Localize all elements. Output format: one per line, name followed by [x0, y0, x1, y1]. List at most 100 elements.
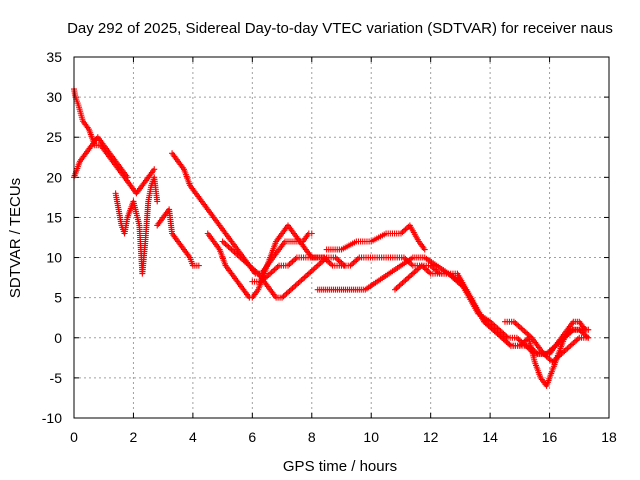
data-point — [328, 261, 335, 268]
data-point — [485, 322, 492, 329]
y-axis-label: SDTVAR / TECUs — [7, 178, 24, 298]
series-trace-i — [323, 222, 428, 253]
data-point — [515, 322, 522, 329]
y-tick-label: 35 — [46, 49, 62, 65]
data-point — [415, 265, 422, 272]
data-point — [271, 266, 278, 273]
data-point — [513, 321, 520, 328]
data-point — [426, 269, 433, 276]
data-point — [585, 334, 592, 341]
series-trace-f — [204, 222, 330, 301]
data-point — [403, 225, 410, 232]
data-point — [402, 277, 409, 284]
data-point — [219, 238, 226, 245]
data-point — [280, 293, 287, 300]
data-point — [491, 328, 498, 335]
data-point — [522, 337, 529, 344]
data-point — [421, 246, 428, 253]
data-point — [527, 333, 534, 340]
data-point — [304, 271, 311, 278]
axis-ticks — [73, 56, 610, 419]
data-point — [516, 324, 523, 331]
series-trace-c — [112, 174, 161, 277]
data-point — [124, 174, 131, 181]
data-point — [270, 267, 277, 274]
y-tick-label: 0 — [54, 330, 62, 346]
data-point — [317, 259, 324, 266]
data-point — [518, 325, 525, 332]
data-point — [494, 325, 501, 332]
data-point — [287, 286, 294, 293]
data-point — [562, 346, 569, 353]
data-point — [285, 289, 291, 296]
series-trace-d — [154, 206, 202, 269]
data-point — [337, 258, 344, 265]
data-point — [421, 265, 428, 272]
data-point — [310, 266, 317, 273]
series-trace-a — [71, 86, 158, 197]
data-point — [290, 257, 297, 264]
x-tick-label: 10 — [363, 429, 379, 445]
data-point — [151, 166, 158, 173]
data-point — [570, 340, 577, 347]
data-point — [512, 320, 519, 327]
x-tick-label: 4 — [189, 429, 197, 445]
data-point — [354, 255, 361, 262]
x-tick-label: 18 — [601, 429, 617, 445]
data-point — [497, 333, 504, 340]
data-point — [497, 328, 504, 335]
data-point — [154, 198, 161, 205]
data-point — [282, 291, 289, 298]
data-point — [221, 239, 228, 246]
y-tick-label: 20 — [46, 169, 62, 185]
data-point — [314, 262, 321, 269]
data-point — [493, 324, 500, 331]
data-point — [406, 273, 413, 280]
data-point — [293, 281, 300, 288]
data-point — [222, 241, 229, 248]
y-tick-label: -5 — [50, 370, 63, 386]
x-tick-label: 16 — [542, 429, 558, 445]
data-point — [316, 261, 323, 268]
y-tick-label: 30 — [46, 89, 62, 105]
data-point — [339, 261, 346, 268]
data-point — [268, 269, 275, 276]
data-point — [424, 267, 431, 274]
data-point — [565, 344, 572, 351]
data-point — [567, 342, 574, 349]
data-point — [302, 273, 309, 280]
data-point — [571, 338, 578, 345]
data-point — [519, 326, 526, 333]
y-tick-label: 15 — [46, 209, 62, 225]
series-trace-b — [71, 134, 131, 181]
data-point — [396, 282, 403, 289]
y-tick-label: 5 — [54, 290, 62, 306]
data-point — [409, 270, 416, 277]
data-point — [290, 283, 297, 290]
data-point — [292, 255, 299, 262]
data-point — [393, 285, 400, 292]
x-axis-label: GPS time / hours — [283, 458, 397, 475]
data-point — [289, 258, 296, 265]
data-point — [295, 279, 302, 286]
grid-lines — [74, 57, 609, 418]
data-point — [501, 332, 508, 339]
data-point — [499, 329, 505, 336]
data-point — [267, 270, 274, 277]
data-point — [521, 328, 528, 335]
data-point — [516, 337, 523, 344]
series-trace-l — [501, 318, 592, 357]
data-points — [71, 86, 592, 389]
data-point — [568, 341, 575, 348]
data-point — [394, 283, 401, 290]
data-point — [583, 333, 590, 340]
data-point — [351, 258, 358, 265]
data-point — [546, 356, 553, 363]
data-point — [503, 338, 510, 345]
y-tick-label: 10 — [46, 250, 62, 266]
data-point — [289, 285, 296, 292]
data-point — [286, 261, 293, 268]
data-point — [292, 282, 299, 289]
data-point — [524, 330, 531, 337]
